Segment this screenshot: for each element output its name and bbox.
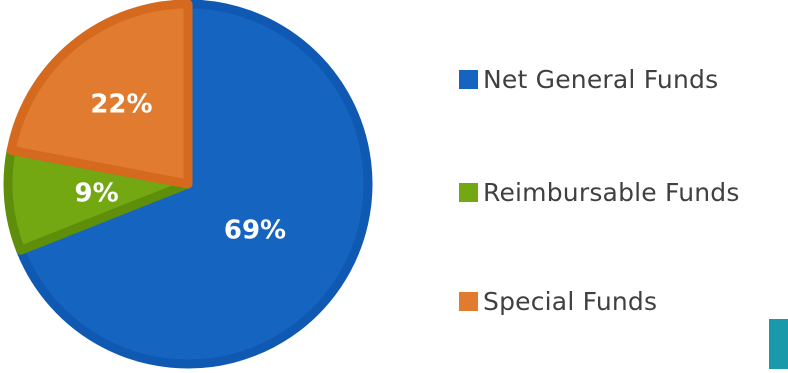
legend-label-reimbursable-funds: Reimbursable Funds [483, 177, 740, 207]
legend-swatch-special-funds [459, 291, 478, 311]
corner-accent-bar [769, 319, 788, 369]
pie-label-special-funds: 22% [90, 90, 152, 120]
pie-label-net-general-funds: 69% [224, 216, 286, 246]
pie-slice-special-funds [6, 0, 193, 189]
legend-item-special-funds: Special Funds [459, 284, 657, 318]
legend-swatch-net-general-funds [459, 69, 478, 89]
legend-label-special-funds: Special Funds [483, 286, 658, 316]
pie-slice-net-general-funds [16, 0, 373, 369]
legend-item-reimbursable-funds: Reimbursable Funds [459, 175, 740, 209]
legend-label-net-general-funds: Net General Funds [483, 64, 719, 94]
legend-swatch-reimbursable-funds [459, 182, 478, 202]
pie-label-reimbursable-funds: 9% [75, 179, 119, 209]
legend-item-net-general-funds: Net General Funds [459, 62, 718, 96]
